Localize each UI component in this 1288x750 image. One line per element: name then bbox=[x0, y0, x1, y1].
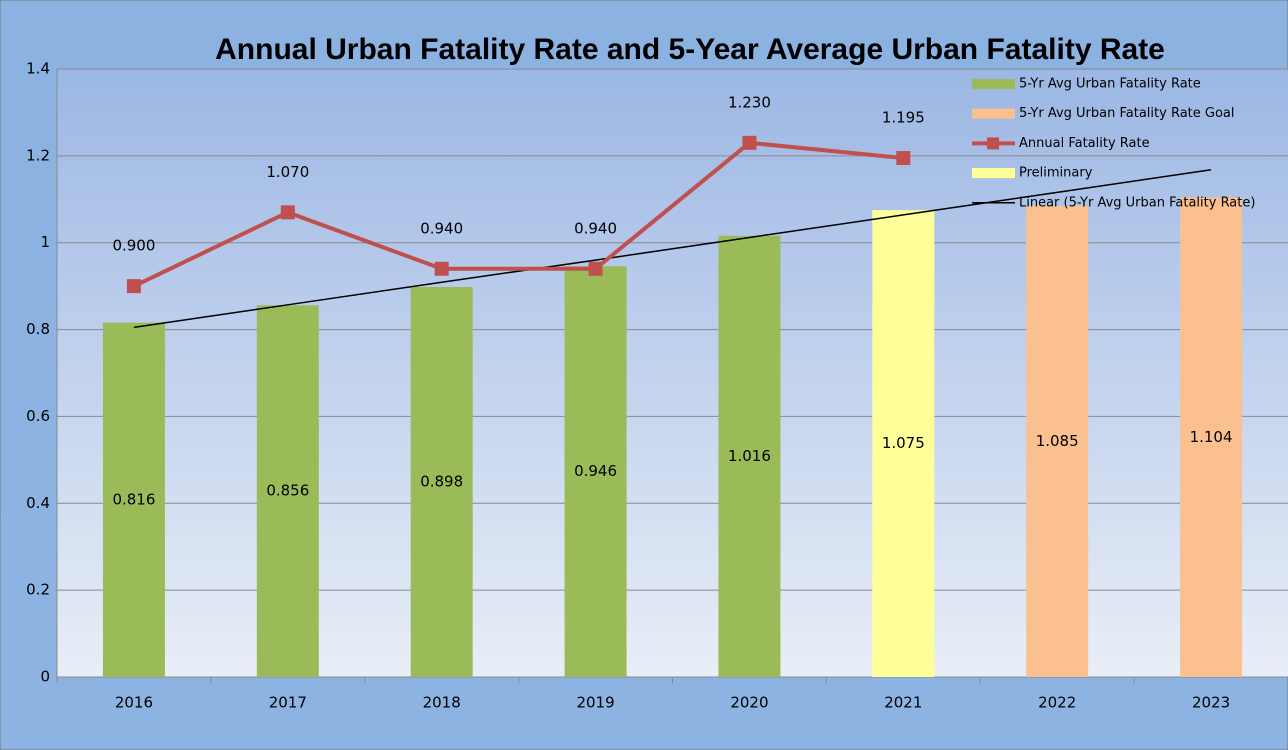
trend-line bbox=[133, 140, 904, 288]
y-tick-label: 1 bbox=[40, 233, 50, 251]
legend-label: 5-Yr Avg Urban Fatality Rate bbox=[1019, 77, 1201, 92]
bar bbox=[1026, 205, 1089, 678]
bar-label: 0.946 bbox=[574, 462, 617, 480]
line-label: 0.940 bbox=[420, 219, 463, 237]
line-label: 1.230 bbox=[728, 93, 771, 111]
x-tick-label: 2022 bbox=[1038, 694, 1076, 712]
trend-line bbox=[133, 169, 1212, 329]
x-tick-label: 2021 bbox=[884, 694, 922, 712]
legend-label: Annual Fatality Rate bbox=[1019, 136, 1150, 151]
x-tick-label: 2017 bbox=[269, 694, 307, 712]
line-marker bbox=[126, 279, 141, 294]
chart-title: Annual Urban Fatality Rate and 5-Year Av… bbox=[215, 33, 1165, 66]
y-tick-label: 0.8 bbox=[26, 320, 50, 338]
legend-swatch bbox=[972, 168, 1015, 179]
y-tick-label: 0.6 bbox=[26, 407, 50, 425]
legend-swatch bbox=[972, 108, 1015, 119]
bar-label: 1.104 bbox=[1190, 428, 1233, 446]
legend-marker bbox=[987, 137, 999, 150]
legend-label: 5-Yr Avg Urban Fatality Rate Goal bbox=[1019, 106, 1235, 121]
bar-label: 1.075 bbox=[882, 434, 925, 452]
bar-label: 0.856 bbox=[266, 482, 309, 500]
x-tick-label: 2016 bbox=[115, 694, 153, 712]
legend-label: Linear (5-Yr Avg Urban Fatality Rate) bbox=[1019, 195, 1255, 210]
bar-label: 1.085 bbox=[1036, 432, 1079, 450]
line-marker bbox=[742, 135, 757, 150]
line-label: 0.940 bbox=[574, 219, 617, 237]
x-tick-label: 2023 bbox=[1192, 694, 1230, 712]
y-tick-label: 0.2 bbox=[26, 581, 50, 599]
bar bbox=[256, 305, 319, 677]
bar bbox=[872, 210, 935, 677]
line-marker bbox=[896, 151, 911, 166]
line-marker bbox=[280, 205, 295, 220]
bar-label: 0.898 bbox=[420, 473, 463, 491]
legend-swatch bbox=[972, 79, 1015, 89]
y-tick-label: 1.2 bbox=[26, 146, 50, 164]
x-tick-label: 2019 bbox=[576, 694, 614, 712]
line-label: 1.070 bbox=[266, 163, 309, 181]
x-tick-label: 2020 bbox=[730, 694, 768, 712]
bar-label: 1.016 bbox=[728, 447, 771, 465]
bar bbox=[410, 287, 473, 677]
plot-area bbox=[57, 69, 1288, 677]
bar-label: 0.816 bbox=[112, 490, 155, 508]
bar bbox=[564, 266, 627, 677]
line-marker bbox=[588, 261, 603, 276]
y-tick-label: 1.4 bbox=[26, 60, 50, 78]
y-tick-label: 0.4 bbox=[26, 494, 50, 512]
bar bbox=[102, 322, 165, 677]
y-tick-label: 0 bbox=[40, 668, 50, 686]
bar bbox=[1180, 197, 1243, 677]
legend-label: Preliminary bbox=[1019, 166, 1093, 181]
line-marker bbox=[434, 261, 449, 276]
line-label: 1.195 bbox=[882, 109, 925, 127]
x-tick-label: 2018 bbox=[423, 694, 461, 712]
line-label: 0.900 bbox=[112, 237, 155, 255]
bar bbox=[718, 235, 781, 677]
